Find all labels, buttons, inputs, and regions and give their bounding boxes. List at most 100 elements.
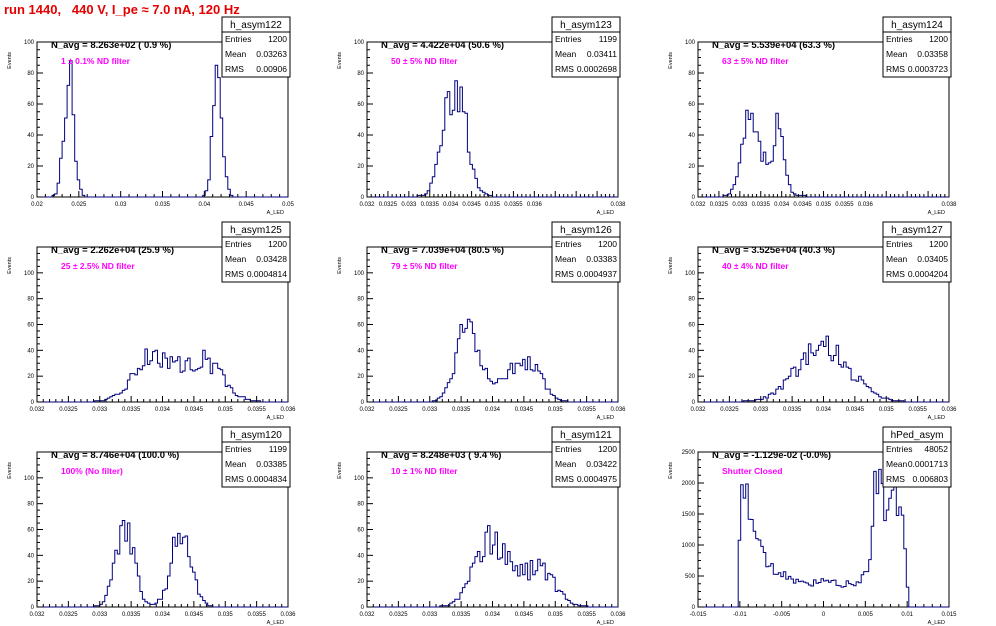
stat-value-rms: 0.00906: [256, 64, 287, 74]
histogram-panel-h_asym121: 0.032 0.0325 0.033 0.0335 0.034 0.0345 0.035 0.…: [337, 426, 626, 626]
y-tick-label: 60: [688, 323, 695, 329]
x-tick-label: 0.035: [548, 407, 564, 413]
x-tick-label: 0.035: [218, 407, 234, 413]
y-tick-label: 60: [357, 102, 364, 108]
filter-annotation: 40 ± 4% ND filter: [722, 261, 789, 271]
histogram-name: h_asym125: [230, 225, 282, 236]
y-tick-label: 40: [27, 133, 34, 139]
x-tick-label: 0.033: [422, 407, 438, 413]
x-tick-label: 0.036: [858, 202, 874, 208]
x-tick-label: 0.02: [31, 202, 43, 208]
stat-value-entries: 48052: [924, 444, 948, 454]
x-tick-label: 0.036: [610, 612, 626, 618]
y-tick-label: 100: [354, 271, 365, 277]
stat-label-entries: Entries: [225, 444, 251, 454]
x-tick-label: 0.032: [29, 407, 45, 413]
stat-value-mean: 0.03358: [917, 49, 948, 59]
y-tick-label: 1000: [682, 543, 696, 549]
stat-label-mean: Mean: [555, 254, 577, 264]
x-tick-label: 0.0325: [379, 202, 398, 208]
x-tick-label: 0.033: [753, 407, 769, 413]
histogram-line: [37, 348, 288, 403]
stat-label-mean: Mean: [225, 459, 247, 469]
y-axis-title: Events: [337, 462, 343, 479]
x-tick-label: 0.0355: [835, 202, 854, 208]
stat-label-rms: RMS: [225, 474, 244, 484]
histogram-name: h_asym124: [891, 20, 943, 31]
stats-box: [882, 16, 952, 78]
y-tick-label: 500: [685, 574, 696, 580]
y-tick-label: 40: [357, 133, 364, 139]
x-tick-label: 0.032: [690, 407, 706, 413]
stat-value-rms: 0.0004204: [908, 269, 948, 279]
filter-annotation: 1 ± 0.1% ND filter: [61, 56, 131, 66]
y-tick-label: 60: [688, 102, 695, 108]
histogram-line: [367, 80, 618, 198]
x-tick-label: 0.0345: [793, 202, 812, 208]
y-tick-label: 80: [688, 71, 695, 77]
y-tick-label: 40: [688, 133, 695, 139]
stat-value-mean: 0.03385: [256, 459, 287, 469]
histogram-line: [367, 318, 618, 403]
x-tick-label: 0.032: [359, 407, 375, 413]
x-tick-label: 0.05: [282, 202, 294, 208]
stat-label-rms: RMS: [225, 64, 244, 74]
x-tick-label: 0.0335: [452, 407, 471, 413]
x-tick-label: 0.033: [401, 202, 417, 208]
y-tick-label: 60: [27, 102, 34, 108]
stat-value-mean: 0.03405: [917, 254, 948, 264]
stat-value-rms: 0.0004975: [577, 474, 617, 484]
y-tick-label: 40: [27, 348, 34, 354]
x-axis-title: A_LED: [928, 210, 945, 216]
y-tick-label: 100: [24, 476, 35, 482]
y-tick-label: 20: [27, 164, 34, 170]
stat-value-mean: 0.03263: [256, 49, 287, 59]
histogram-panel-h_asym124: 0.032 0.0325 0.033 0.0335 0.034 0.0345 0.035 0.…: [668, 16, 957, 216]
stat-label-rms: RMS: [886, 474, 905, 484]
filter-annotation: Shutter Closed: [722, 466, 782, 476]
histogram-line: [698, 335, 949, 403]
y-tick-label: 0: [31, 400, 35, 406]
y-tick-label: 0: [692, 400, 696, 406]
y-tick-label: 20: [27, 579, 34, 585]
stat-value-mean: 0.03411: [587, 49, 617, 59]
histogram-name: h_asym126: [560, 225, 612, 236]
stat-label-entries: Entries: [886, 34, 912, 44]
n-avg-label: N_avg = 4.422e+04 (50.6 %): [381, 40, 504, 51]
y-tick-label: 2000: [682, 481, 696, 487]
y-tick-label: 20: [688, 164, 695, 170]
stat-label-mean: Mean: [886, 254, 908, 264]
x-tick-label: 0.0355: [577, 407, 596, 413]
histogram-line: [698, 109, 949, 198]
histogram-name: h_asym120: [230, 430, 282, 441]
stat-value-rms: 0.0004937: [577, 269, 617, 279]
y-tick-label: 60: [27, 528, 34, 534]
x-tick-label: 0.0325: [59, 407, 78, 413]
stat-value-entries: 1200: [268, 239, 287, 249]
y-tick-label: 80: [27, 71, 34, 77]
stat-value-rms: 0.0004834: [247, 474, 287, 484]
x-tick-label: 0.0335: [122, 612, 141, 618]
histogram-panel-hPed_asym: -0.015 -0.01 -0.005 0 0.005 0.01 0.015 0 500 1000…: [668, 426, 957, 626]
stat-label-rms: RMS: [886, 64, 905, 74]
x-tick-label: 0.036: [610, 407, 626, 413]
stat-value-entries: 1200: [598, 239, 617, 249]
x-tick-label: 0.0345: [185, 612, 204, 618]
x-tick-label: 0.03: [115, 202, 127, 208]
stat-label-entries: Entries: [555, 34, 581, 44]
stat-value-rms: 0.0003723: [908, 64, 948, 74]
x-axis-title: A_LED: [267, 415, 284, 421]
y-tick-label: 100: [24, 271, 35, 277]
stat-label-mean: Mean: [225, 49, 247, 59]
x-axis-title: A_LED: [928, 620, 945, 626]
x-axis-title: A_LED: [597, 415, 614, 421]
y-tick-label: 100: [354, 40, 365, 46]
y-tick-label: 20: [357, 579, 364, 585]
y-tick-label: 40: [357, 348, 364, 354]
x-tick-label: 0.035: [155, 202, 171, 208]
x-tick-label: 0.0355: [577, 612, 596, 618]
stat-label-mean: Mean: [225, 254, 247, 264]
y-axis-title: Events: [668, 462, 674, 479]
x-tick-label: 0.032: [359, 612, 375, 618]
x-tick-label: 0.0355: [504, 202, 523, 208]
